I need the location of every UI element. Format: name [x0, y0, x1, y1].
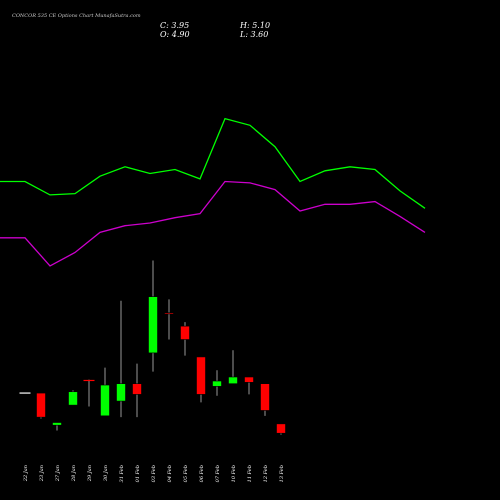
candle-body: [116, 383, 126, 402]
candle-11: [196, 356, 206, 403]
close-value-label: C: 3.95: [160, 21, 189, 30]
x-tick-label: 04 Feb: [167, 465, 173, 482]
candle-6: [116, 300, 126, 418]
x-tick-label: 13 Feb: [279, 465, 285, 482]
bands-layer: [0, 117, 426, 267]
candle-7: [132, 363, 142, 418]
x-tick-label: 27 Jan: [55, 465, 61, 482]
candle-15: [260, 383, 270, 416]
candle-body: [36, 392, 46, 418]
x-tick-label: 31 Feb: [119, 465, 125, 482]
candle-9: [164, 299, 174, 340]
candle-8: [148, 260, 158, 372]
x-tick-label: 12 Feb: [263, 465, 269, 482]
candle-13: [228, 350, 238, 384]
open-value-label: O: 4.90: [160, 30, 190, 39]
x-tick-label: 30 Jan: [103, 465, 109, 481]
candle-body: [100, 384, 110, 417]
high-value-label: H: 5.10: [239, 21, 270, 30]
candle-body: [68, 391, 78, 406]
candle-14: [244, 376, 254, 395]
upper-band-line: [0, 117, 426, 209]
x-tick-label: 10 Feb: [231, 465, 237, 482]
candle-5: [100, 367, 110, 417]
x-tick-label: 28 Jan: [71, 465, 77, 482]
x-tick-label: 29 Jan: [87, 465, 93, 482]
candle-body: [244, 376, 254, 383]
x-axis: 22 Jan 23 Jan 27 Jan 28 Jan 29 Jan 30 Jan 31 F…: [23, 465, 285, 482]
candle-body: [228, 376, 238, 384]
candle-body: [260, 383, 270, 411]
candle-4: [83, 379, 95, 407]
candle-12: [212, 370, 222, 396]
x-tick-label: 23 Jan: [39, 465, 45, 482]
candle-1: [36, 392, 46, 419]
candle-body: [164, 312, 174, 315]
chart-title: CONCOR 535 CE Options Chart MunafaSutra.…: [12, 13, 141, 19]
x-tick-label: 22 Jan: [23, 465, 29, 482]
lower-band-line: [0, 180, 426, 267]
candles-layer: [19, 260, 286, 435]
candle-2: [52, 422, 62, 431]
candle-16: [276, 423, 286, 435]
x-tick-label: 06 Feb: [199, 465, 205, 482]
candle-10: [180, 322, 190, 356]
candle-body: [276, 423, 286, 434]
x-tick-label: 05 Feb: [183, 465, 189, 482]
candle-body: [180, 325, 190, 340]
candle-body: [196, 356, 206, 395]
candle-body: [132, 383, 142, 395]
candle-body: [148, 296, 158, 354]
candle-body: [212, 380, 222, 387]
x-tick-label: 01 Feb: [135, 465, 141, 482]
candle-body: [52, 422, 62, 426]
x-tick-label: 11 Feb: [247, 465, 253, 482]
x-tick-label: 03 Feb: [151, 465, 157, 482]
candle-3: [68, 390, 78, 406]
low-value-label: L: 3.60: [239, 30, 268, 39]
x-tick-label: 07 Feb: [215, 465, 221, 482]
